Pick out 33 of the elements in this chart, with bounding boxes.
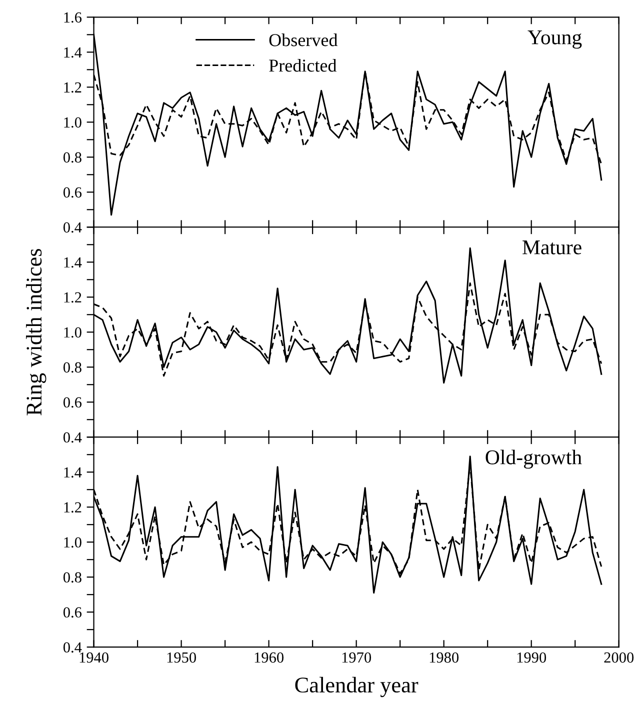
y-tick-label: 0.6 xyxy=(63,397,82,408)
y-tick-label: 0.6 xyxy=(63,187,82,198)
x-tick-label: 1940 xyxy=(80,652,108,663)
y-tick-label: 1.0 xyxy=(64,117,82,128)
y-tick-label: 1.2 xyxy=(64,502,82,513)
y-tick-label: 1.4 xyxy=(64,467,82,478)
y-tick-label: 1.0 xyxy=(64,327,82,338)
x-tick-label: 1990 xyxy=(517,652,546,663)
annotation: Old-growth xyxy=(486,450,582,469)
y-tick-label: 0.4 xyxy=(63,222,82,233)
y-tick-label: 1.2 xyxy=(64,292,82,303)
y-tick-label: 1.4 xyxy=(64,47,82,58)
x-axis-title: Calendar year xyxy=(295,676,418,698)
y-tick-label: 1.0 xyxy=(64,537,82,548)
y-tick-label: 1.2 xyxy=(64,82,82,93)
annotation: Mature xyxy=(522,240,582,254)
y-tick-label: 1.6 xyxy=(64,12,82,23)
legend-label: Predicted xyxy=(269,59,337,72)
y-tick-label: 1.4 xyxy=(64,257,82,268)
y-tick-label: 0.8 xyxy=(63,572,82,583)
annotation: Young xyxy=(528,30,582,49)
legend-label: Observed xyxy=(269,34,338,46)
y-tick-label: 0.8 xyxy=(63,152,82,163)
x-tick-label: 2000 xyxy=(604,652,634,663)
x-tick-label: 1960 xyxy=(254,652,284,663)
y-axis-title: Ring width indices xyxy=(26,248,46,416)
y-tick-label: 0.6 xyxy=(63,607,82,618)
x-tick-label: 1950 xyxy=(167,652,196,663)
y-tick-label: 0.4 xyxy=(63,642,82,653)
y-tick-label: 0.8 xyxy=(63,362,82,373)
y-tick-label: 0.4 xyxy=(63,432,82,443)
x-tick-label: 1970 xyxy=(342,652,372,663)
x-tick-label: 1980 xyxy=(430,652,459,663)
